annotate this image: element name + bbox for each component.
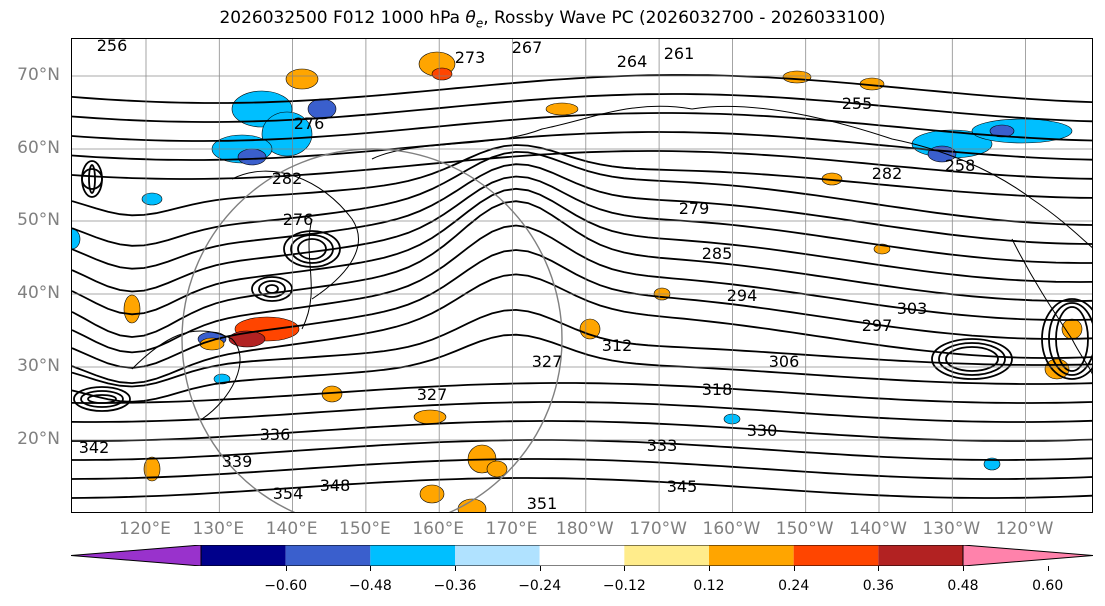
- colorbar-tick-mark: [709, 566, 710, 571]
- contour-label: 312: [602, 336, 633, 355]
- colorbar-tick-mark: [793, 566, 795, 571]
- colorbar-tick-label: 0.24: [778, 578, 810, 594]
- lon-label: 170°E: [485, 519, 538, 539]
- contour-label: 279: [679, 199, 710, 218]
- colorbar-max-extend: [962, 545, 1093, 566]
- colorbar-segment: [709, 545, 794, 566]
- colorbar-segment: [793, 545, 879, 566]
- colorbar-tick-label: −0.60: [264, 578, 308, 594]
- contour-label: 330: [747, 421, 778, 440]
- lat-label: 60°N: [17, 138, 60, 158]
- colorbar-segment: [201, 545, 286, 566]
- contour-label: 342: [79, 438, 110, 457]
- reference-circle: [181, 148, 563, 512]
- colorbar-tick-label: 0.60: [1032, 578, 1064, 594]
- colorbar-tick-label: −0.24: [518, 578, 562, 594]
- lat-label: 40°N: [17, 283, 60, 303]
- lon-label: 170°W: [629, 519, 687, 539]
- lon-label: 120°E: [119, 519, 171, 539]
- colorbar-tick-mark: [624, 566, 626, 571]
- contour-label: 348: [320, 476, 351, 495]
- contour-label: 339: [222, 452, 253, 471]
- contour-label: 261: [664, 44, 695, 63]
- contour-label: 285: [702, 244, 733, 263]
- contour-label: 264: [617, 52, 648, 71]
- colorbar-tick-mark: [370, 566, 372, 571]
- colorbar-segment: [285, 545, 371, 566]
- lon-label: 150°E: [339, 519, 391, 539]
- colorbar-tick-mark: [539, 566, 541, 571]
- colorbar-tick-label: −0.12: [602, 578, 646, 594]
- contour-label: 276: [294, 114, 325, 133]
- colorbar-tick-label: −0.36: [433, 578, 477, 594]
- lon-label: 140°E: [265, 519, 318, 539]
- lon-label: 150°W: [775, 519, 834, 539]
- colorbar-tick-label: 0.48: [947, 578, 979, 594]
- colorbar-tick-mark: [878, 566, 880, 571]
- lat-lon-grid: [72, 39, 1092, 512]
- theta-e-contours: [72, 74, 1092, 499]
- contour-label: 294: [727, 286, 758, 305]
- colorbar-segment: [370, 545, 455, 566]
- lat-label: 30°N: [17, 356, 60, 376]
- colorbar-tick-mark: [285, 566, 287, 571]
- contour-label: 282: [872, 164, 903, 183]
- lon-label: 160°E: [412, 519, 465, 539]
- map-title: 2026032500 F012 1000 hPa θe, Rossby Wave…: [219, 8, 886, 31]
- lat-label: 20°N: [17, 429, 60, 449]
- contour-label: 333: [647, 436, 678, 455]
- contour-label: 318: [702, 380, 733, 399]
- contour-label: 336: [260, 425, 291, 444]
- colorbar-tick-mark: [1047, 566, 1049, 571]
- contour-label: 327: [532, 352, 563, 371]
- colorbar-segment: [878, 545, 963, 566]
- contour-label: 351: [527, 494, 558, 513]
- lat-label: 50°N: [17, 210, 60, 230]
- colorbar-tick-mark: [455, 566, 456, 571]
- colorbar: [71, 545, 1093, 566]
- contour-label: 297: [862, 316, 893, 335]
- colorbar-segment: [455, 545, 540, 566]
- contour-label: 276: [283, 210, 314, 229]
- contour-label: 273: [455, 48, 486, 67]
- contour-label: 354: [273, 484, 304, 503]
- map-panel: 267 261 264 273 276 282 276 279 285 294 297 303 306 3…: [71, 38, 1093, 513]
- colorbar-tick-label: 0.36: [862, 578, 894, 594]
- lon-label: 130°E: [192, 519, 245, 539]
- colorbar-tick-label: −0.48: [348, 578, 392, 594]
- lon-label: 130°W: [922, 519, 981, 539]
- colorbar-segment: [624, 545, 709, 566]
- lat-label: 70°N: [17, 65, 60, 85]
- pc-shading-layer: [72, 51, 1083, 512]
- lon-label: 180°W: [555, 519, 614, 539]
- contour-label: 306: [769, 352, 800, 371]
- colorbar-tick-label: 0.12: [693, 578, 725, 594]
- lon-label: 120°W: [995, 519, 1054, 539]
- contour-label: 327: [417, 385, 448, 404]
- lon-label: 160°W: [702, 519, 761, 539]
- lon-label: 140°W: [849, 519, 907, 539]
- colorbar-tick-mark: [963, 566, 964, 571]
- contour-label: 282: [272, 169, 303, 188]
- contour-label: 256: [97, 39, 128, 55]
- contour-label: 345: [667, 477, 698, 496]
- contour-label: 258: [945, 156, 976, 175]
- colorbar-min-extend: [71, 545, 202, 566]
- contour-label: 303: [897, 299, 928, 318]
- coastlines: [131, 105, 1092, 420]
- contour-label: 267: [512, 39, 543, 57]
- contour-label: 255: [842, 94, 873, 113]
- colorbar-segment: [539, 545, 625, 566]
